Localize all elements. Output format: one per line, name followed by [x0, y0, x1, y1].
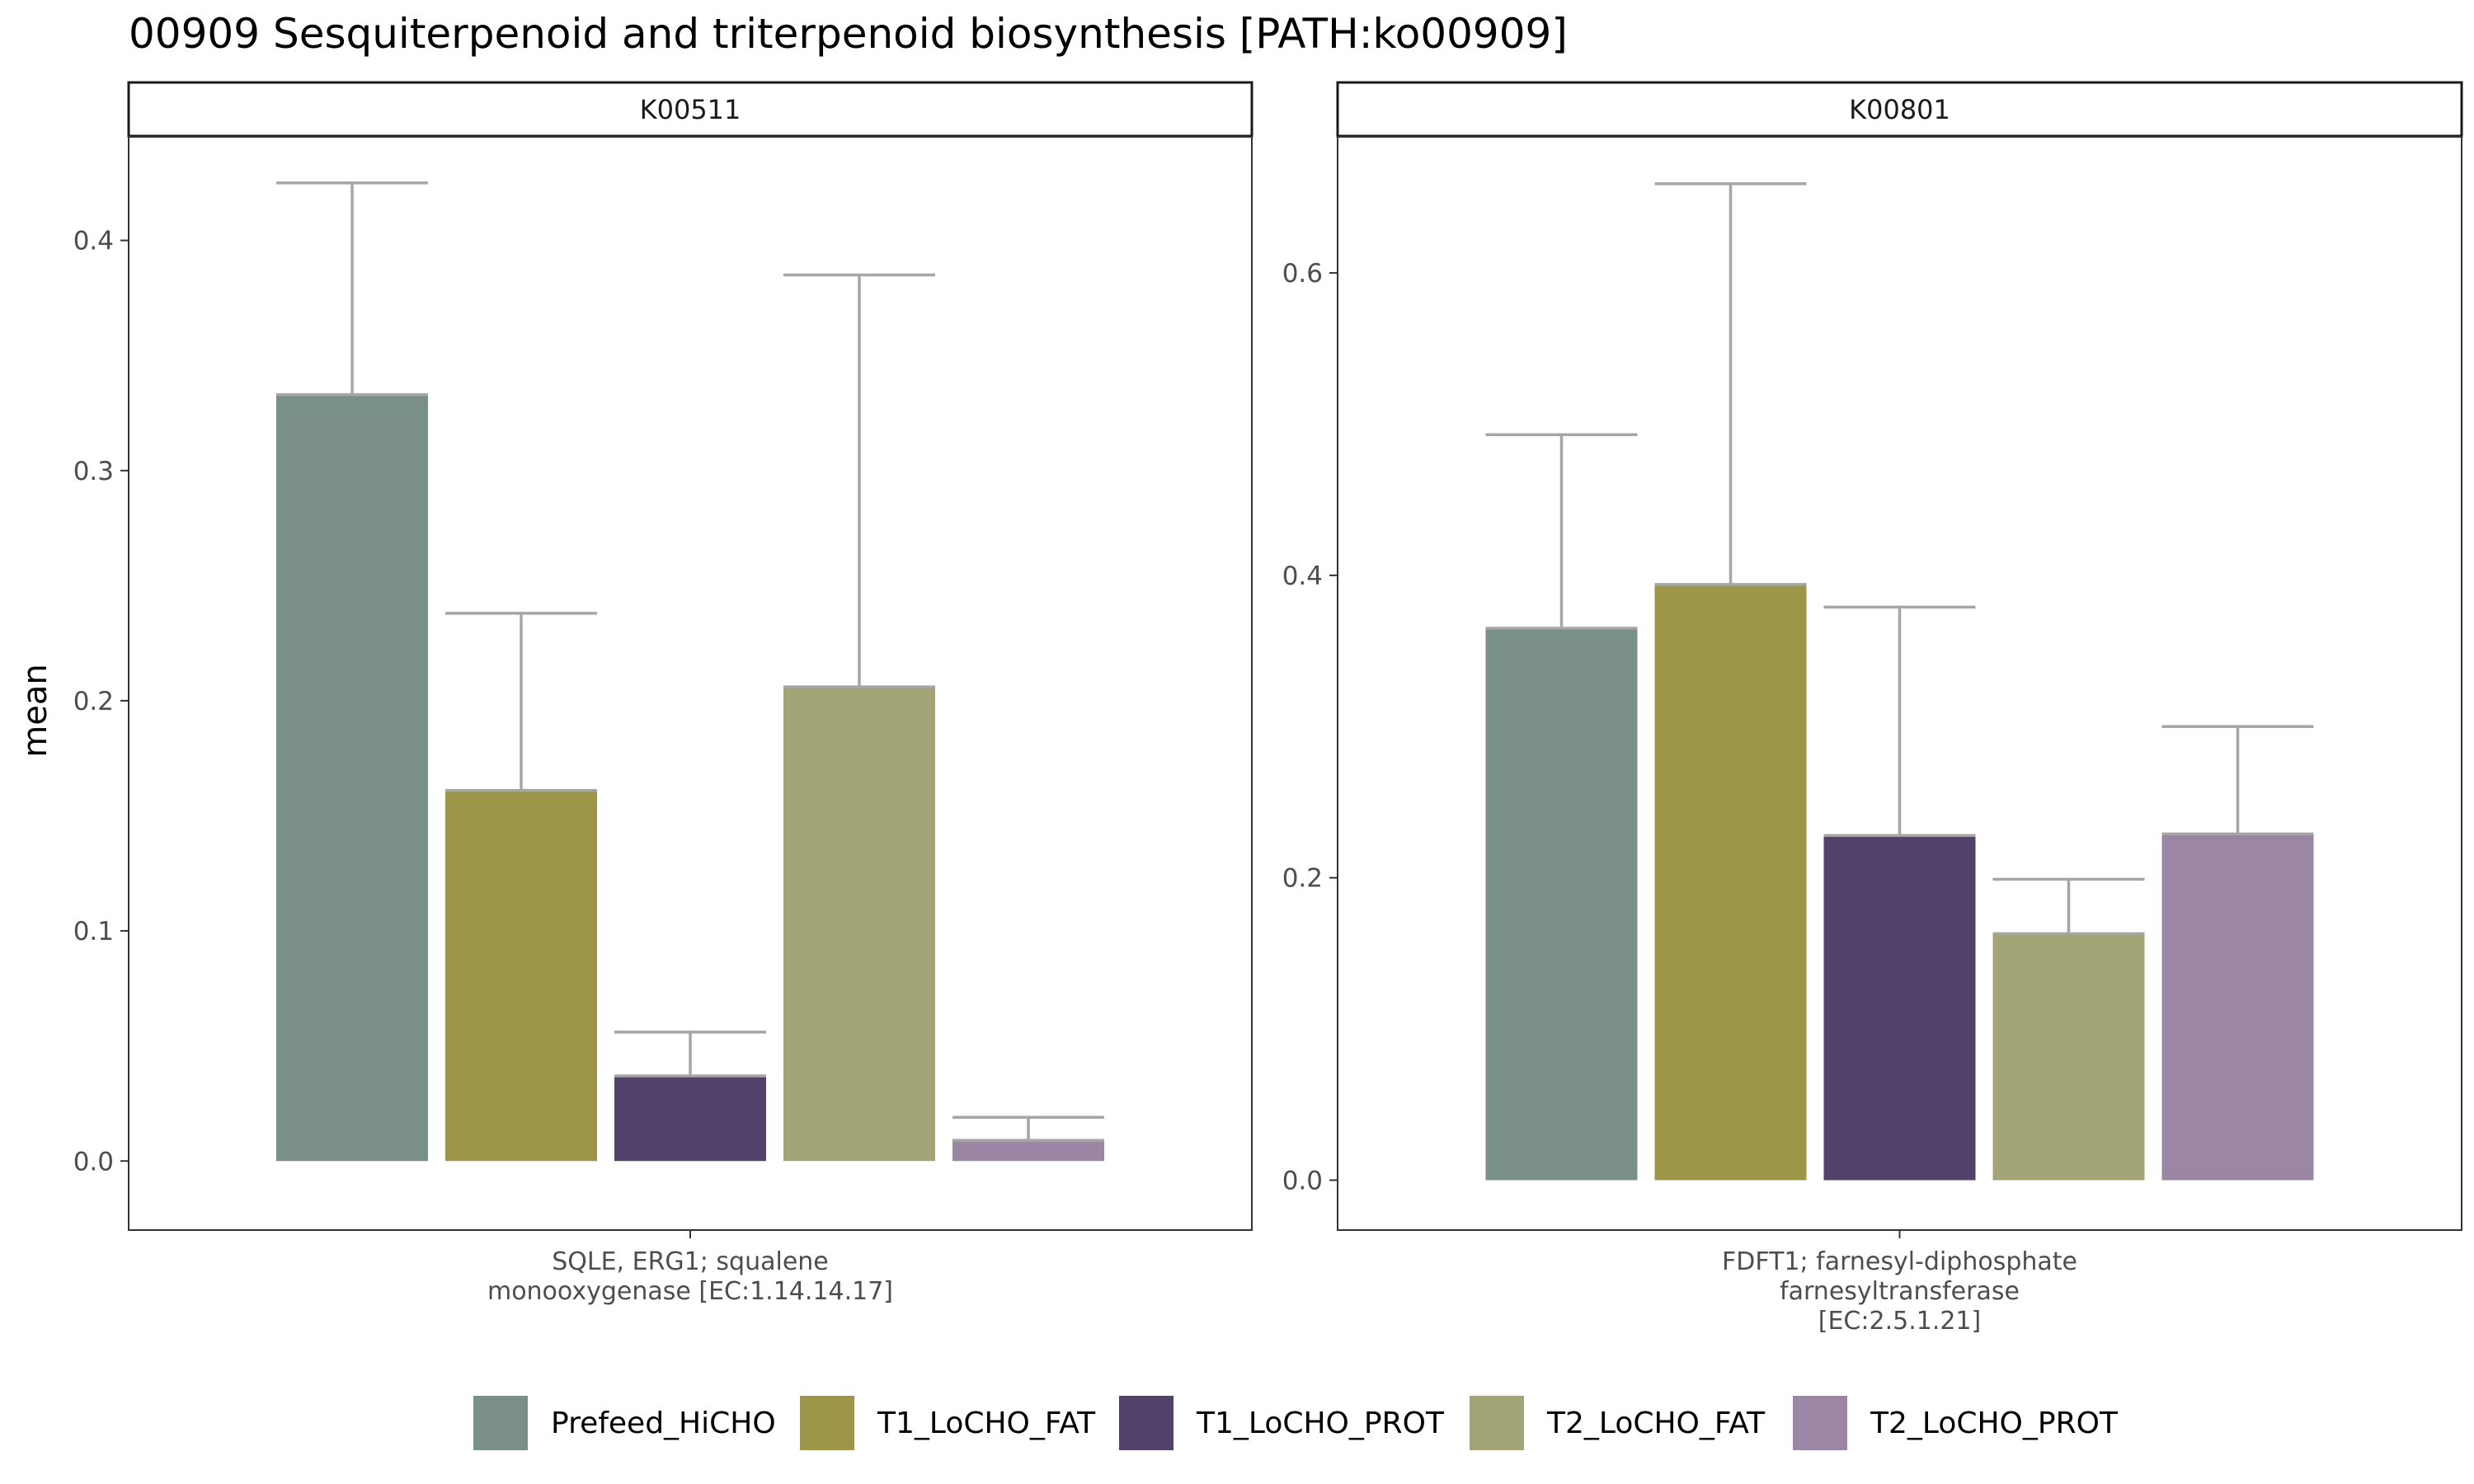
bar-t1-locho-fat — [1654, 584, 1807, 1181]
y-tick-label: 0.6 — [1282, 259, 1323, 289]
x-tick-label: monooxygenase [EC:1.14.14.17] — [487, 1277, 893, 1306]
bar-prefeed-hicho — [1485, 628, 1638, 1181]
bar-t2-locho-fat — [1992, 933, 2145, 1181]
panel-k00511: K00511 0.0 0.1 0.2 0.3 0.4 SQLE, ERG1; squalen… — [73, 81, 1253, 1306]
y-axis-label: mean — [16, 664, 54, 757]
y-tick-label: 0.3 — [73, 457, 114, 486]
legend: Prefeed_HiCHO T1_LoCHO_FAT T1_LoCHO_PROT T2… — [473, 1396, 2119, 1450]
bar-t1-locho-fat — [445, 790, 597, 1162]
legend-key-t1-locho-fat — [800, 1396, 854, 1450]
bar-prefeed-hicho — [276, 394, 428, 1162]
facet-strip — [127, 81, 1253, 138]
legend-label-t1-locho-prot: T1_LoCHO_PROT — [1196, 1407, 1445, 1440]
chart-title: 00909 Sesquiterpenoid and triterpenoid b… — [129, 10, 1568, 58]
y-tick-label: 0.0 — [1282, 1166, 1323, 1195]
legend-key-t2-locho-prot — [1793, 1396, 1847, 1450]
y-tick-label: 0.2 — [1282, 864, 1323, 894]
legend-label-t2-locho-prot: T2_LoCHO_PROT — [1870, 1407, 2119, 1440]
legend-label-prefeed-hicho: Prefeed_HiCHO — [551, 1407, 776, 1440]
x-tick-label: farnesyltransferase — [1780, 1277, 2020, 1306]
x-tick-label: SQLE, ERG1; squalene — [552, 1247, 829, 1276]
y-tick-label: 0.1 — [73, 917, 114, 946]
facet-strip-label: K00801 — [1849, 94, 1950, 125]
panels: K00511 0.0 0.1 0.2 0.3 0.4 SQLE, ERG1; squalen… — [73, 81, 2463, 1336]
bar-t2-locho-prot — [952, 1140, 1104, 1162]
panel-k00801: K00801 0.0 0.2 0.4 0.6 FDFT1; farnesyl-diphos… — [1282, 81, 2463, 1336]
x-tick-label: [EC:2.5.1.21] — [1818, 1307, 1981, 1336]
y-tick-label: 0.4 — [73, 227, 114, 256]
legend-key-t2-locho-fat — [1470, 1396, 1524, 1450]
y-tick-label: 0.4 — [1282, 561, 1323, 591]
bar-t1-locho-prot — [614, 1075, 766, 1162]
bar-t2-locho-prot — [2161, 834, 2314, 1181]
bar-t2-locho-fat — [783, 687, 935, 1162]
facet-strip — [1336, 81, 2463, 138]
legend-key-prefeed-hicho — [473, 1396, 528, 1450]
x-tick-label: FDFT1; farnesyl-diphosphate — [1722, 1247, 2077, 1276]
facet-strip-label: K00511 — [640, 94, 741, 125]
legend-label-t1-locho-fat: T1_LoCHO_FAT — [877, 1407, 1096, 1440]
legend-label-t2-locho-fat: T2_LoCHO_FAT — [1546, 1407, 1766, 1440]
y-tick-label: 0.0 — [73, 1147, 114, 1176]
bar-t1-locho-prot — [1823, 835, 1976, 1181]
y-tick-label: 0.2 — [73, 687, 114, 716]
legend-key-t1-locho-prot — [1119, 1396, 1174, 1450]
